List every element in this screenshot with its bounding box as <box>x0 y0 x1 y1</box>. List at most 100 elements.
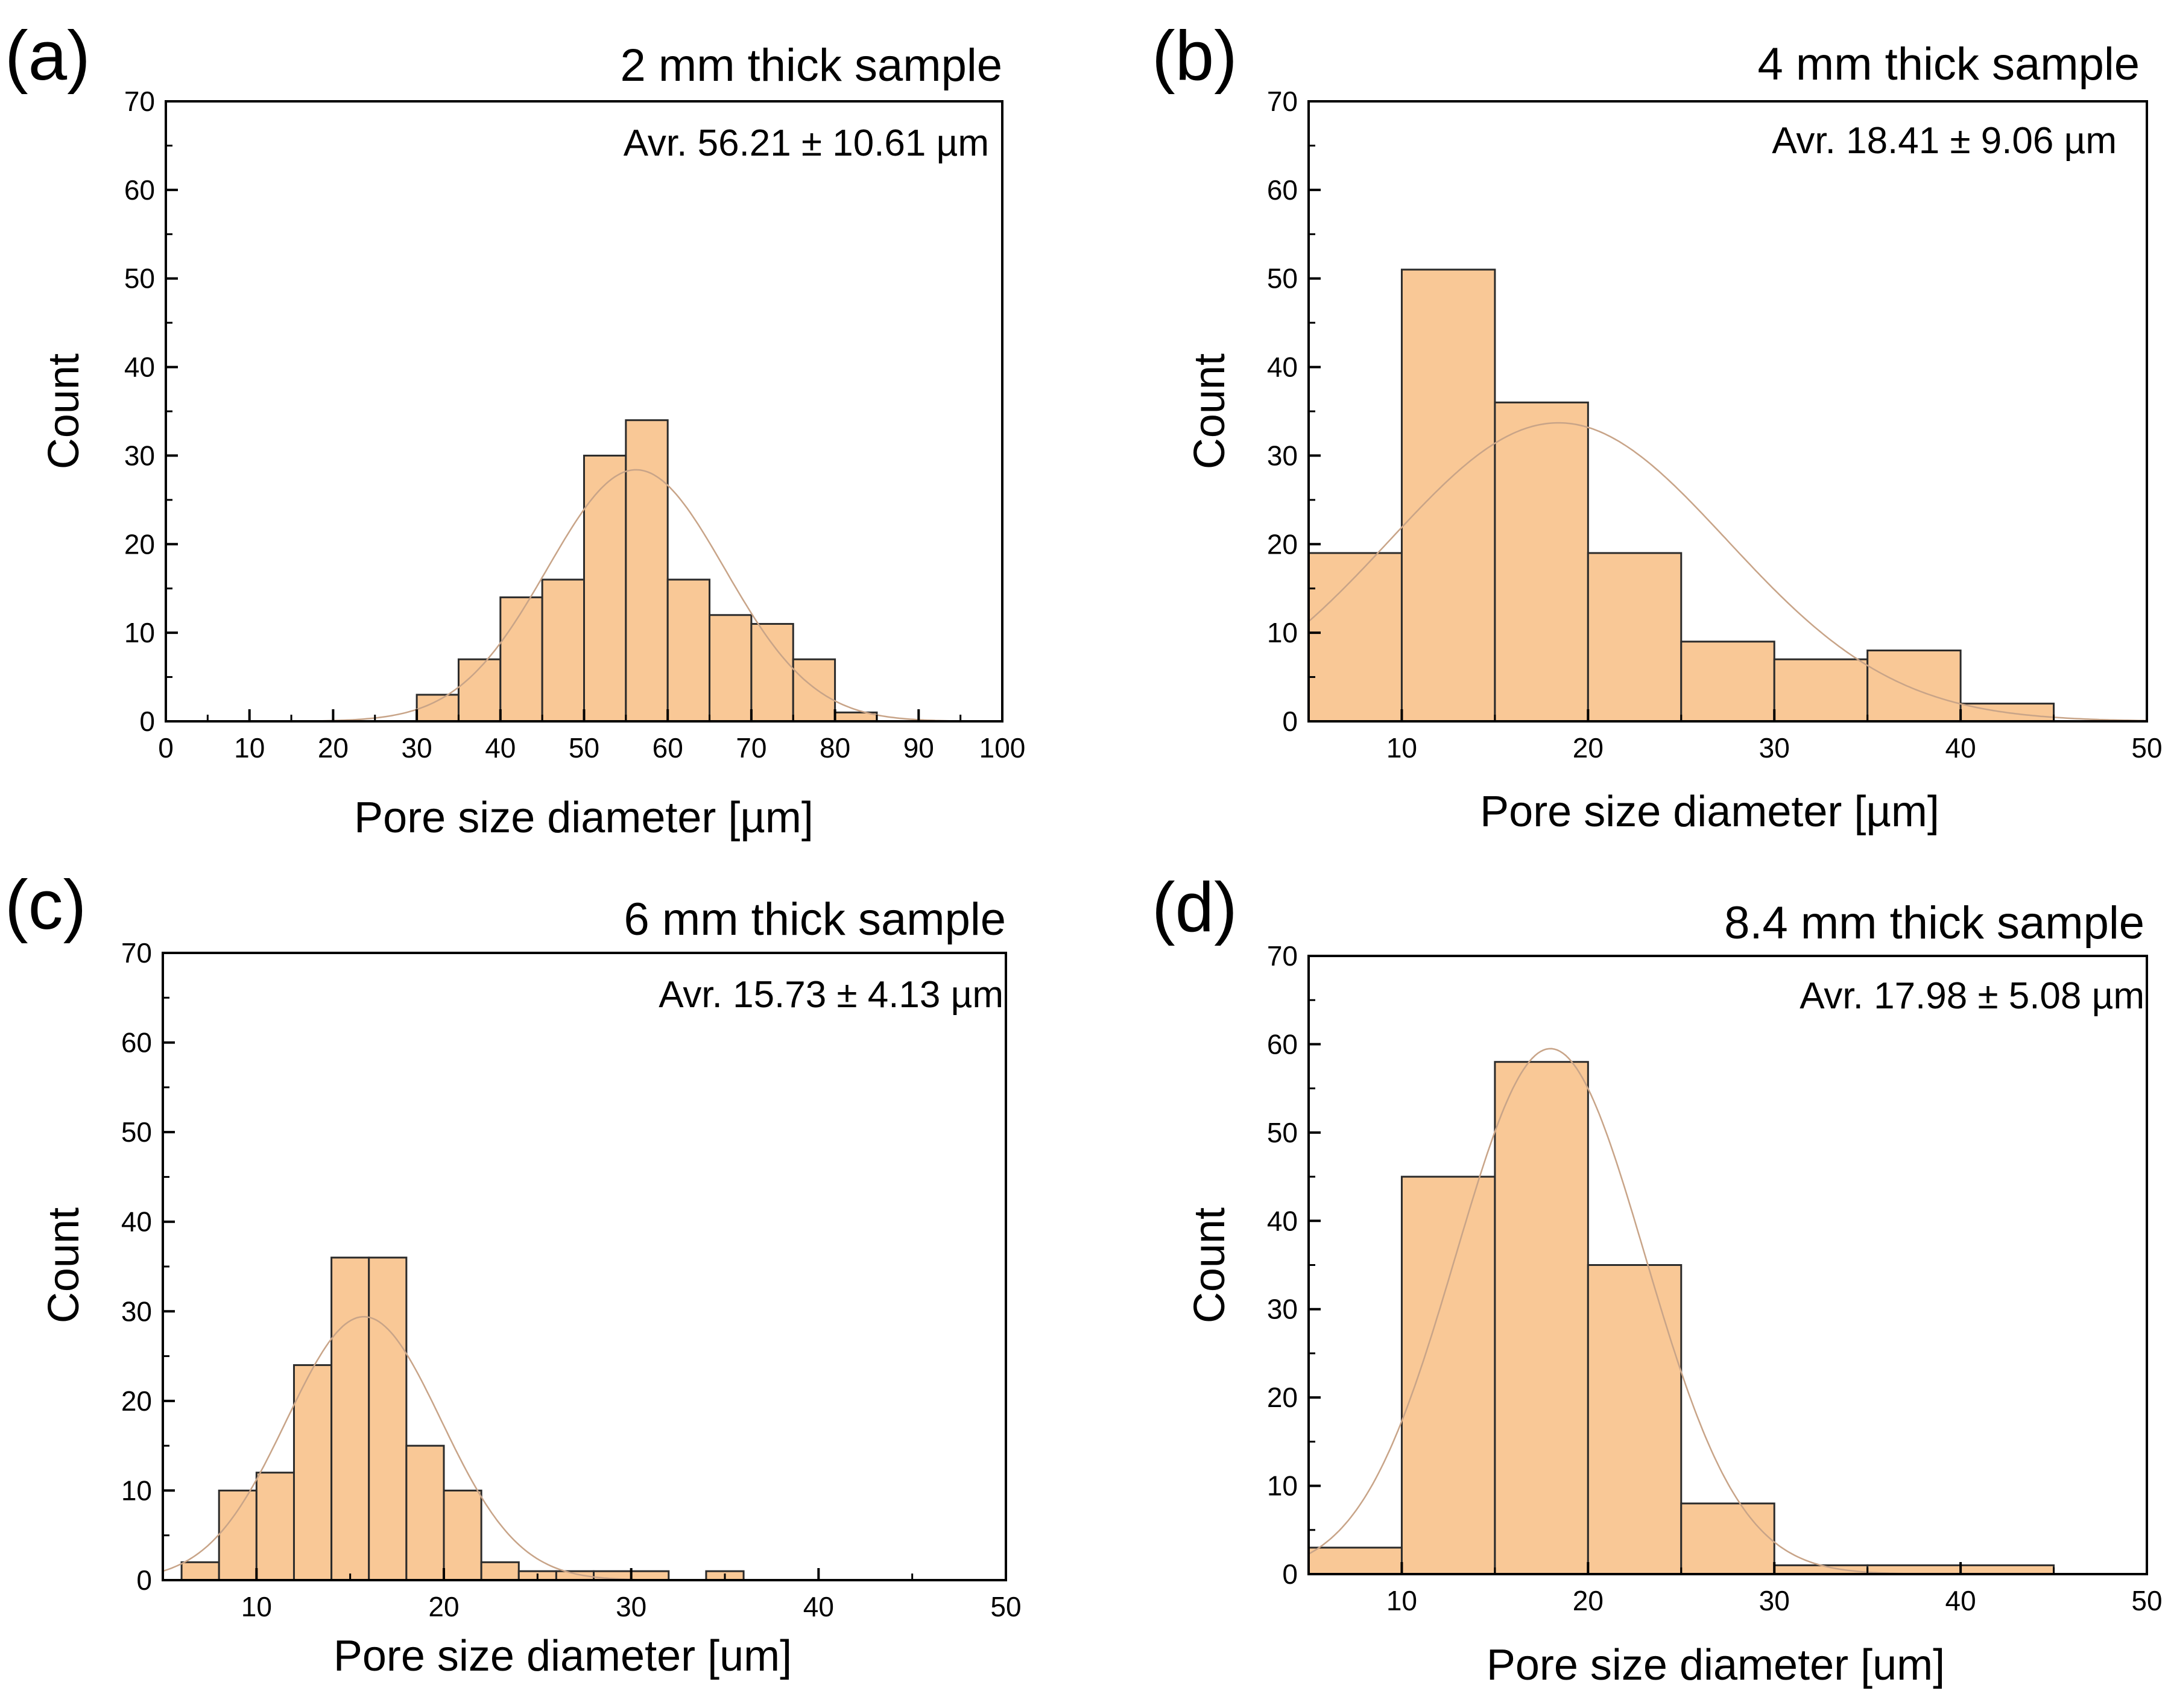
histogram-bar <box>330 1256 370 1581</box>
y-axis-title: Count <box>40 353 88 469</box>
x-tick-label: 40 <box>1945 1585 1976 1616</box>
histogram-bar <box>180 1561 220 1581</box>
histogram-bar <box>1587 1264 1683 1575</box>
histogram-bar <box>368 1256 408 1581</box>
y-tick-label: 0 <box>1282 706 1298 737</box>
histogram-bar <box>750 622 794 723</box>
y-tick-label: 60 <box>124 174 155 206</box>
histogram-bar <box>583 454 627 723</box>
y-tick-label: 50 <box>124 263 155 294</box>
histogram-bar <box>1959 1564 2055 1575</box>
histogram-bar <box>709 614 753 723</box>
y-tick-label: 20 <box>121 1385 152 1417</box>
panel-d: 0 10 20 30 40 50 60 70 10 20 30 40 50 (d) 8.4 mm thick… <box>1152 868 2163 1689</box>
y-axis-title: Count <box>1186 353 1234 469</box>
x-tick-label: 50 <box>2131 732 2162 764</box>
panel-letter: (d) <box>1152 868 1237 946</box>
y-tick-label: 10 <box>121 1475 152 1506</box>
y-tick-label: 50 <box>1267 263 1298 294</box>
average-annotation: Avr. 18.41 ± 9.06 µm <box>1772 120 2117 162</box>
y-tick-label: 20 <box>124 528 155 560</box>
x-tick-label: 10 <box>234 732 265 764</box>
y-tick-label: 20 <box>1267 528 1298 560</box>
histogram-bar <box>1494 1061 1589 1575</box>
panel-title: 8.4 mm thick sample <box>1724 897 2144 949</box>
x-tick-label: 80 <box>820 732 850 764</box>
histogram-bar <box>1773 658 1869 723</box>
panel-letter: (c) <box>5 865 86 944</box>
x-tick-label: 20 <box>1573 1585 1604 1616</box>
histogram-bar <box>1866 650 1962 723</box>
histogram-bar <box>1494 401 1589 723</box>
histogram-bar <box>1587 552 1683 723</box>
histogram-bar <box>1400 268 1496 723</box>
x-tick-label: 40 <box>803 1591 834 1622</box>
x-tick-label: 20 <box>318 732 349 764</box>
y-tick-label: 10 <box>124 617 155 648</box>
histogram-bar <box>1680 640 1775 723</box>
x-tick-label: 60 <box>653 732 683 764</box>
y-tick-label: 10 <box>1267 617 1298 648</box>
y-tick-label: 50 <box>1267 1117 1298 1148</box>
average-annotation: Avr. 15.73 ± 4.13 µm <box>659 974 1003 1016</box>
average-annotation: Avr. 17.98 ± 5.08 µm <box>1800 975 2144 1017</box>
y-tick-label: 50 <box>121 1116 152 1148</box>
y-tick-label: 70 <box>1267 940 1298 972</box>
y-tick-label: 70 <box>124 86 155 117</box>
x-tick-label: 30 <box>402 732 432 764</box>
y-tick-label: 0 <box>136 1564 152 1596</box>
panel-b: 0 10 20 30 40 50 60 70 10 20 30 40 50 (b) 4 mm thick s… <box>1152 16 2163 836</box>
y-tick-label: 30 <box>121 1295 152 1327</box>
y-tick-label: 0 <box>139 706 155 737</box>
histogram-bar <box>1773 1564 1869 1575</box>
x-tick-label: 10 <box>241 1591 272 1622</box>
x-tick-label: 20 <box>428 1591 459 1622</box>
x-tick-label: 0 <box>158 732 174 764</box>
histogram-bar <box>292 1364 333 1581</box>
y-tick-label: 40 <box>124 352 155 383</box>
histogram-bar <box>630 1570 670 1581</box>
x-tick-label: 30 <box>616 1591 646 1622</box>
x-tick-label: 50 <box>2131 1585 2162 1616</box>
y-tick-label: 30 <box>1267 1294 1298 1325</box>
x-tick-label: 30 <box>1759 1585 1790 1616</box>
histogram-bar <box>499 596 543 723</box>
histogram-bar <box>625 419 669 723</box>
y-tick-label: 30 <box>124 440 155 471</box>
histogram-bar <box>541 578 586 723</box>
x-axis-title: Pore size diameter [µm] <box>1480 788 1939 836</box>
y-axis-title: Count <box>40 1207 88 1323</box>
x-tick-label: 50 <box>990 1591 1021 1622</box>
x-tick-label: 10 <box>1386 732 1417 764</box>
x-tick-label: 70 <box>736 732 766 764</box>
y-tick-label: 40 <box>1267 1205 1298 1236</box>
histogram-bar <box>1400 1175 1496 1575</box>
panel-c: 0 10 20 30 40 50 60 70 10 20 30 40 50 (c) 6 mm thick s… <box>5 865 1022 1680</box>
panel-title: 6 mm thick sample <box>624 894 1006 945</box>
y-tick-label: 60 <box>1267 174 1298 206</box>
y-tick-label: 0 <box>1282 1558 1298 1590</box>
y-tick-label: 40 <box>1267 352 1298 383</box>
histogram-bar <box>792 658 836 723</box>
y-tick-label: 40 <box>121 1206 152 1238</box>
y-tick-label: 30 <box>1267 440 1298 471</box>
panel-title: 2 mm thick sample <box>621 40 1003 91</box>
histogram-bar <box>480 1561 520 1581</box>
panel-a: 0 10 20 30 40 50 60 70 0 10 20 30 40 50 60 70 80 90 100 (a)… <box>5 16 1025 842</box>
x-tick-label: 100 <box>979 732 1026 764</box>
histogram-bar <box>666 578 711 723</box>
panel-letter: (b) <box>1152 16 1237 95</box>
y-tick-label: 60 <box>1267 1028 1298 1060</box>
y-axis-title: Count <box>1186 1207 1234 1323</box>
histogram-bar <box>218 1489 258 1581</box>
panel-title: 4 mm thick sample <box>1758 39 2140 90</box>
x-tick-label: 10 <box>1386 1585 1417 1616</box>
x-axis-title: Pore size diameter [um] <box>333 1632 792 1680</box>
x-axis-title: Pore size diameter [um] <box>1487 1641 1945 1689</box>
y-tick-label: 70 <box>121 937 152 969</box>
normal-fit-curve <box>1308 422 2147 722</box>
x-tick-label: 40 <box>1945 732 1976 764</box>
histogram-bar <box>1307 1546 1403 1575</box>
